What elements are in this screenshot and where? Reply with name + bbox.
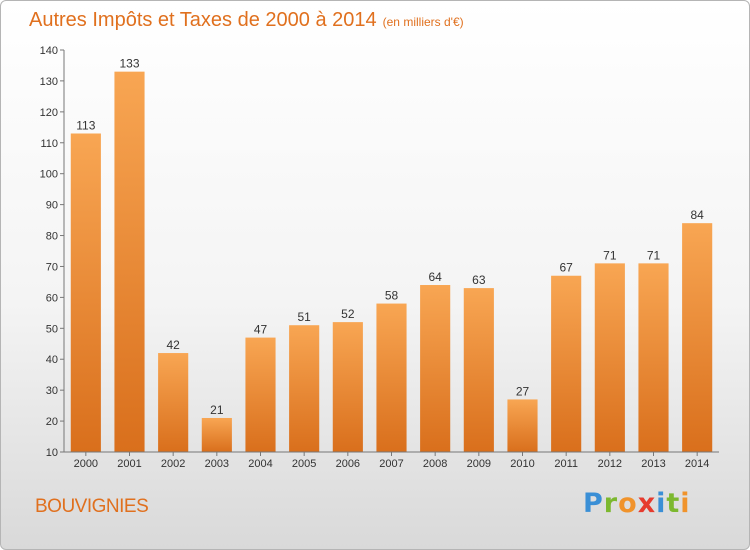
chart-title-text: Autres Impôts et Taxes de 2000 à 2014 <box>29 9 377 31</box>
y-tick-label: 30 <box>46 385 58 397</box>
x-tick-label: 2002 <box>161 458 185 470</box>
bar-value-label: 51 <box>297 310 311 324</box>
bar <box>114 71 145 453</box>
bar <box>682 223 713 452</box>
x-tick-label: 2013 <box>641 458 665 470</box>
bar-value-label: 64 <box>428 270 442 284</box>
bar-value-label: 71 <box>647 248 661 262</box>
bar-value-label: 84 <box>690 208 704 222</box>
bar-value-label: 63 <box>472 273 486 287</box>
bar <box>158 353 189 452</box>
bar <box>201 417 232 452</box>
x-tick-label: 2000 <box>74 458 98 470</box>
x-tick-label: 2009 <box>467 458 491 470</box>
logo-letter: o <box>618 488 638 519</box>
bar-value-label: 133 <box>119 57 139 71</box>
x-tick-label: 2004 <box>248 458 272 470</box>
bar-value-label: 47 <box>254 323 268 337</box>
x-tick-label: 2006 <box>336 458 360 470</box>
bar-series: 113 133 42 21 47 51 52 58 64 63 27 67 71 71 84 <box>70 57 713 453</box>
bar-value-label: 71 <box>603 248 617 262</box>
bar <box>551 275 582 452</box>
logo-letter: i <box>680 488 691 519</box>
x-tick-label: 2014 <box>685 458 709 470</box>
y-tick-label: 20 <box>46 416 58 428</box>
bar-value-label: 113 <box>76 118 95 132</box>
bar <box>420 285 451 452</box>
y-tick-label: 90 <box>46 200 58 212</box>
y-tick-label: 100 <box>40 169 58 181</box>
x-tick-label: 2008 <box>423 458 447 470</box>
bar-value-label: 27 <box>516 384 530 398</box>
y-tick-label: 60 <box>46 292 58 304</box>
x-tick-label: 2005 <box>292 458 316 470</box>
bar <box>70 133 101 452</box>
x-tick-label: 2001 <box>117 458 141 470</box>
bar <box>594 263 625 452</box>
y-tick-label: 140 <box>40 45 58 57</box>
bar <box>507 399 538 452</box>
logo-letter: i <box>656 488 667 519</box>
bar-value-label: 58 <box>385 289 399 303</box>
bar-value-label: 67 <box>559 261 573 275</box>
proxiti-logo: Proxiti <box>583 488 691 519</box>
y-tick-label: 120 <box>40 107 58 119</box>
bar <box>463 288 494 452</box>
commune-name: BOUVIGNIES <box>35 496 149 517</box>
bar <box>245 337 276 452</box>
chart-title: Autres Impôts et Taxes de 2000 à 2014 (en… <box>29 9 464 32</box>
bar-value-label: 21 <box>210 403 224 417</box>
y-tick-label: 110 <box>40 138 58 150</box>
x-tick-label: 2003 <box>205 458 229 470</box>
logo-letter: t <box>666 488 681 519</box>
chart-subtitle: (en milliers d'€) <box>382 15 464 29</box>
x-tick-label: 2012 <box>598 458 622 470</box>
y-tick-label: 80 <box>46 231 58 243</box>
bar <box>638 263 669 452</box>
x-axis: 2000 2001 2002 2003 2004 2005 2006 2007 2008 2009… <box>64 451 719 470</box>
x-tick-label: 2007 <box>379 458 403 470</box>
bar <box>332 322 363 452</box>
bar-value-label: 52 <box>341 307 355 321</box>
x-tick-label: 2010 <box>510 458 534 470</box>
y-tick-label: 10 <box>46 447 58 459</box>
bar <box>376 303 407 452</box>
logo-letter: r <box>603 488 619 519</box>
x-tick-label: 2011 <box>554 458 578 470</box>
y-tick-label: 70 <box>46 261 58 273</box>
logo-letter: P <box>583 488 604 519</box>
y-tick-label: 130 <box>40 76 58 88</box>
y-axis: 10 20 30 40 50 60 70 80 90 100 110 120 130 140 <box>40 45 65 459</box>
logo-letter: x <box>637 488 657 519</box>
y-tick-label: 40 <box>46 354 58 366</box>
bar-value-label: 42 <box>166 338 180 352</box>
bar <box>289 325 320 452</box>
y-tick-label: 50 <box>46 323 58 335</box>
